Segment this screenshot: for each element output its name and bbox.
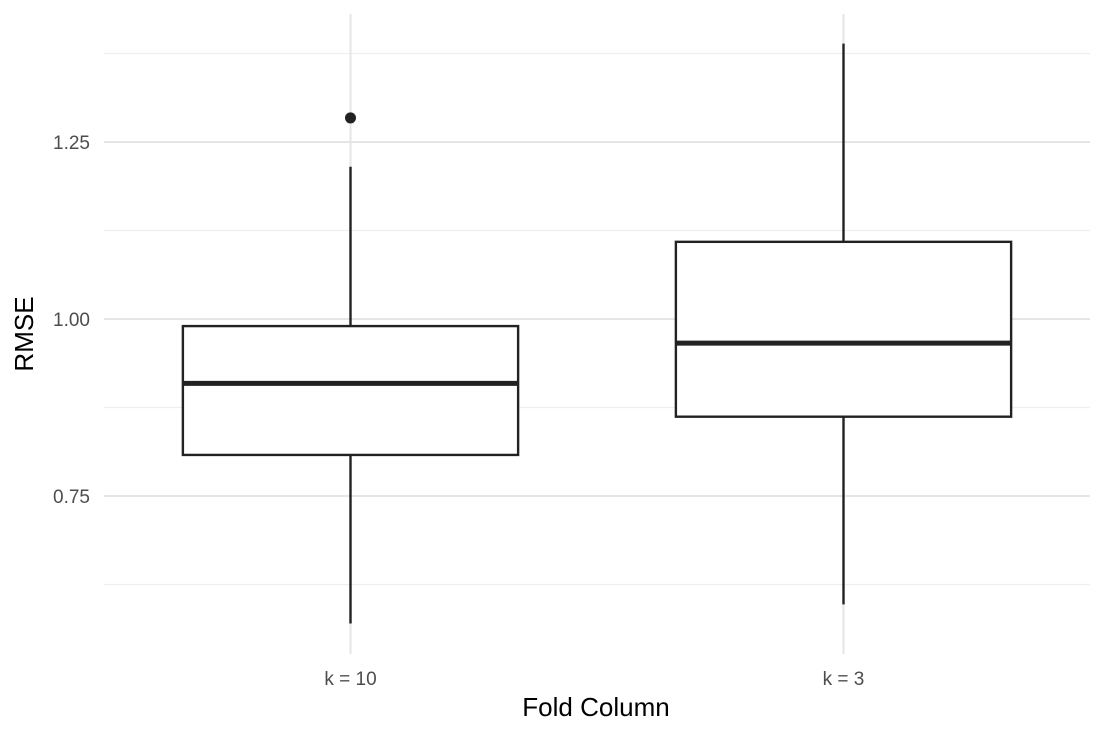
box-layer	[181, 43, 1013, 624]
x-axis-title: Fold Column	[522, 692, 669, 722]
y-axis-title: RMSE	[9, 296, 39, 371]
x-axis-ticks: k = 10 k = 3	[324, 669, 864, 690]
x-tick-label: k = 10	[324, 669, 376, 690]
box-iqr	[674, 240, 1013, 418]
box-iqr	[181, 324, 520, 457]
outlier-point	[345, 112, 356, 124]
box-group	[674, 43, 1013, 605]
box-group	[181, 112, 520, 624]
y-axis-ticks: 0.75 1.00 1.25	[53, 133, 90, 508]
y-tick-label: 1.25	[53, 133, 90, 154]
y-tick-label: 1.00	[53, 310, 90, 331]
x-tick-label: k = 3	[823, 669, 865, 690]
y-tick-label: 0.75	[53, 487, 90, 508]
